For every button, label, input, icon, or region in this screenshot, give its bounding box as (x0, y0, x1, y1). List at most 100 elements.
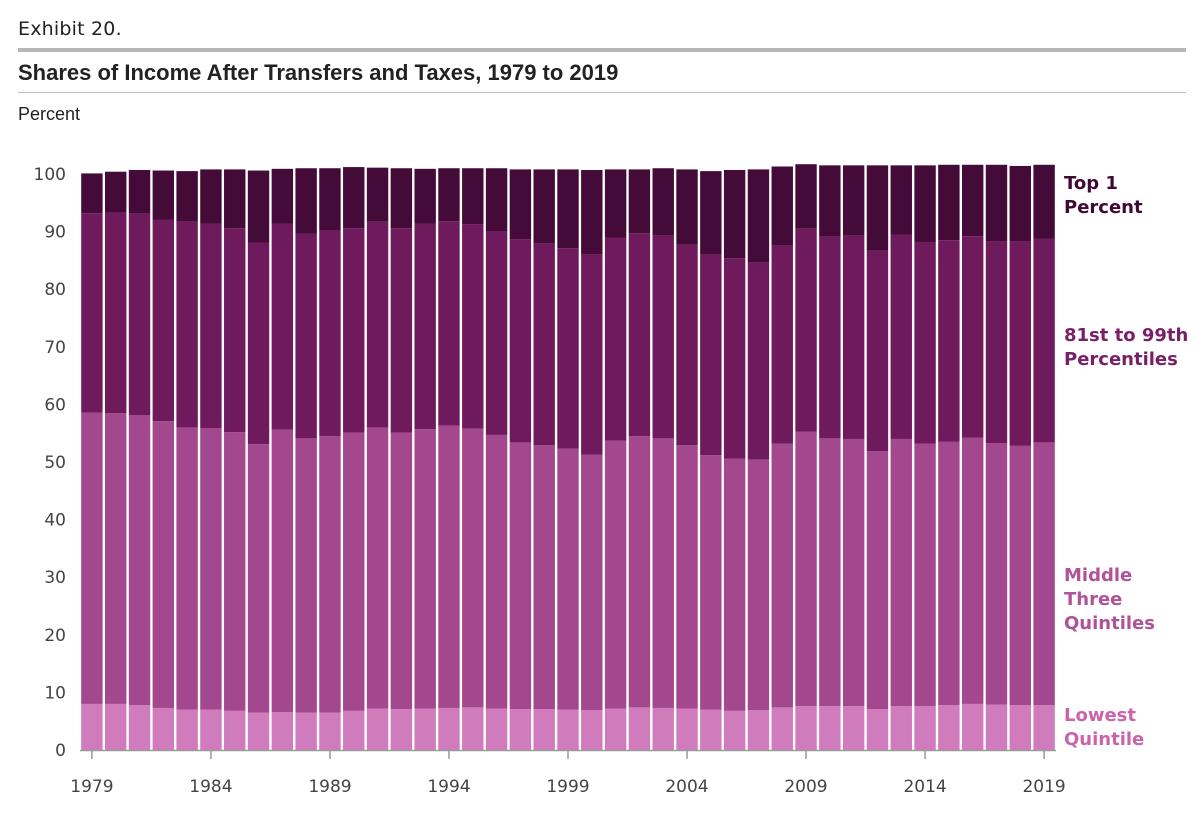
series-labels: Lowest Quintile Middle Three Quintiles 81st t… (1064, 173, 1188, 750)
bar-2008-81st-to-99th-percentiles (771, 245, 793, 444)
bar-1987-middle-three-quintiles (271, 429, 294, 712)
bar-2006-81st-to-99th-percentiles (723, 258, 746, 459)
bar-1983-top-1-percent (176, 171, 198, 222)
bar-2006-middle-three-quintiles (723, 458, 746, 711)
y-tick-label-0: 0 (55, 741, 66, 761)
bar-1999-middle-three-quintiles (557, 448, 579, 710)
bar-2011-middle-three-quintiles (842, 438, 865, 707)
bar-1998-lowest-quintile (533, 709, 555, 750)
bar-1986-lowest-quintile (247, 712, 270, 750)
bar-2019-81st-to-99th-percentiles (1033, 238, 1055, 443)
bar-2007-middle-three-quintiles (747, 459, 770, 711)
bar-2012-top-1-percent (866, 165, 889, 251)
bar-2009-middle-three-quintiles (795, 431, 817, 707)
bar-1981-lowest-quintile (128, 705, 151, 750)
bar-1981-middle-three-quintiles (128, 415, 151, 706)
bar-2016-middle-three-quintiles (961, 437, 984, 704)
bar-1988-middle-three-quintiles (295, 438, 317, 713)
bar-1997-middle-three-quintiles (509, 442, 532, 710)
bar-1995-top-1-percent (462, 168, 484, 225)
bar-2018-top-1-percent (1009, 165, 1031, 242)
series-label-top-1-percent-line-1: Top 1 (1064, 173, 1118, 194)
bar-1980-lowest-quintile (105, 703, 127, 750)
bar-1987-top-1-percent (271, 168, 294, 224)
bar-1992-lowest-quintile (390, 709, 413, 750)
y-tick-label-100: 100 (34, 165, 66, 185)
x-tick-label-1994: 1994 (427, 777, 470, 797)
bar-2012-middle-three-quintiles (866, 451, 889, 710)
bar-2005-top-1-percent (700, 171, 722, 255)
series-label-middle-three-quintiles-line-1: Middle (1064, 565, 1132, 586)
bar-1993-81st-to-99th-percentiles (414, 223, 436, 430)
bar-1988-top-1-percent (295, 168, 317, 234)
bar-1988-lowest-quintile (295, 712, 317, 750)
bar-2003-top-1-percent (652, 168, 674, 236)
bar-2017-lowest-quintile (985, 704, 1008, 750)
bar-1982-81st-to-99th-percentiles (152, 219, 175, 422)
bar-2009-81st-to-99th-percentiles (795, 228, 817, 432)
bar-1996-lowest-quintile (485, 708, 508, 750)
bar-2001-middle-three-quintiles (604, 440, 627, 709)
bar-1999-top-1-percent (557, 169, 579, 249)
bar-1994-81st-to-99th-percentiles (438, 221, 460, 426)
bars-group (81, 164, 1055, 750)
bar-2018-lowest-quintile (1009, 705, 1031, 750)
bar-2002-81st-to-99th-percentiles (628, 233, 651, 437)
bar-1993-top-1-percent (414, 168, 436, 224)
bar-1991-middle-three-quintiles (366, 427, 389, 709)
bar-1992-top-1-percent (390, 168, 413, 229)
bar-1996-top-1-percent (485, 168, 508, 232)
bar-1988-81st-to-99th-percentiles (295, 233, 317, 439)
x-tick-label-1979: 1979 (70, 777, 113, 797)
bar-1980-top-1-percent (105, 171, 127, 213)
y-tick-label-80: 80 (44, 280, 66, 300)
bar-1989-lowest-quintile (319, 712, 341, 750)
bar-2009-top-1-percent (795, 164, 817, 229)
y-axis: 0 10 20 30 40 50 60 70 80 90 100 (34, 165, 66, 761)
x-tick-label-2019: 2019 (1022, 777, 1065, 797)
y-axis-unit-label: Percent (18, 104, 81, 124)
x-tick-label-1999: 1999 (546, 777, 589, 797)
bar-2001-top-1-percent (604, 169, 627, 238)
x-tick-label-1984: 1984 (189, 777, 232, 797)
bar-2017-top-1-percent (985, 164, 1008, 242)
bar-2004-lowest-quintile (676, 708, 698, 750)
bar-1998-81st-to-99th-percentiles (533, 243, 555, 446)
y-tick-label-70: 70 (44, 338, 66, 358)
y-tick-label-50: 50 (44, 453, 66, 473)
bar-1993-middle-three-quintiles (414, 429, 436, 709)
bar-1989-top-1-percent (319, 168, 341, 231)
bar-1980-81st-to-99th-percentiles (105, 212, 127, 414)
bar-2014-lowest-quintile (914, 706, 936, 750)
x-tick-label-2014: 2014 (903, 777, 946, 797)
bar-1979-lowest-quintile (81, 703, 103, 750)
bar-1979-top-1-percent (81, 173, 103, 214)
bar-1994-lowest-quintile (438, 707, 460, 750)
bar-1995-middle-three-quintiles (462, 428, 484, 708)
bar-2015-top-1-percent (938, 164, 960, 241)
y-tick-label-90: 90 (44, 223, 66, 243)
bar-2010-top-1-percent (819, 165, 841, 237)
bar-1983-81st-to-99th-percentiles (176, 221, 198, 428)
bar-2014-81st-to-99th-percentiles (914, 241, 936, 444)
exhibit-number: Exhibit 20. (18, 18, 122, 40)
x-tick-label-1989: 1989 (308, 777, 351, 797)
bar-2002-top-1-percent (628, 169, 651, 234)
title-rule (18, 92, 1186, 93)
header-rule (18, 48, 1186, 52)
bar-1995-81st-to-99th-percentiles (462, 224, 484, 429)
bar-2013-top-1-percent (890, 165, 912, 235)
bar-1982-lowest-quintile (152, 707, 175, 750)
bar-2019-middle-three-quintiles (1033, 442, 1055, 706)
bar-2007-lowest-quintile (747, 710, 770, 750)
bar-2002-middle-three-quintiles (628, 436, 651, 708)
bar-1984-top-1-percent (200, 169, 222, 224)
bar-1994-middle-three-quintiles (438, 425, 460, 708)
bar-2008-middle-three-quintiles (771, 443, 793, 708)
bar-1984-lowest-quintile (200, 709, 222, 750)
bar-1985-lowest-quintile (224, 710, 246, 750)
bar-1999-lowest-quintile (557, 709, 579, 750)
bar-1997-top-1-percent (509, 169, 532, 240)
bar-2005-81st-to-99th-percentiles (700, 254, 722, 456)
bar-1985-middle-three-quintiles (224, 432, 246, 711)
